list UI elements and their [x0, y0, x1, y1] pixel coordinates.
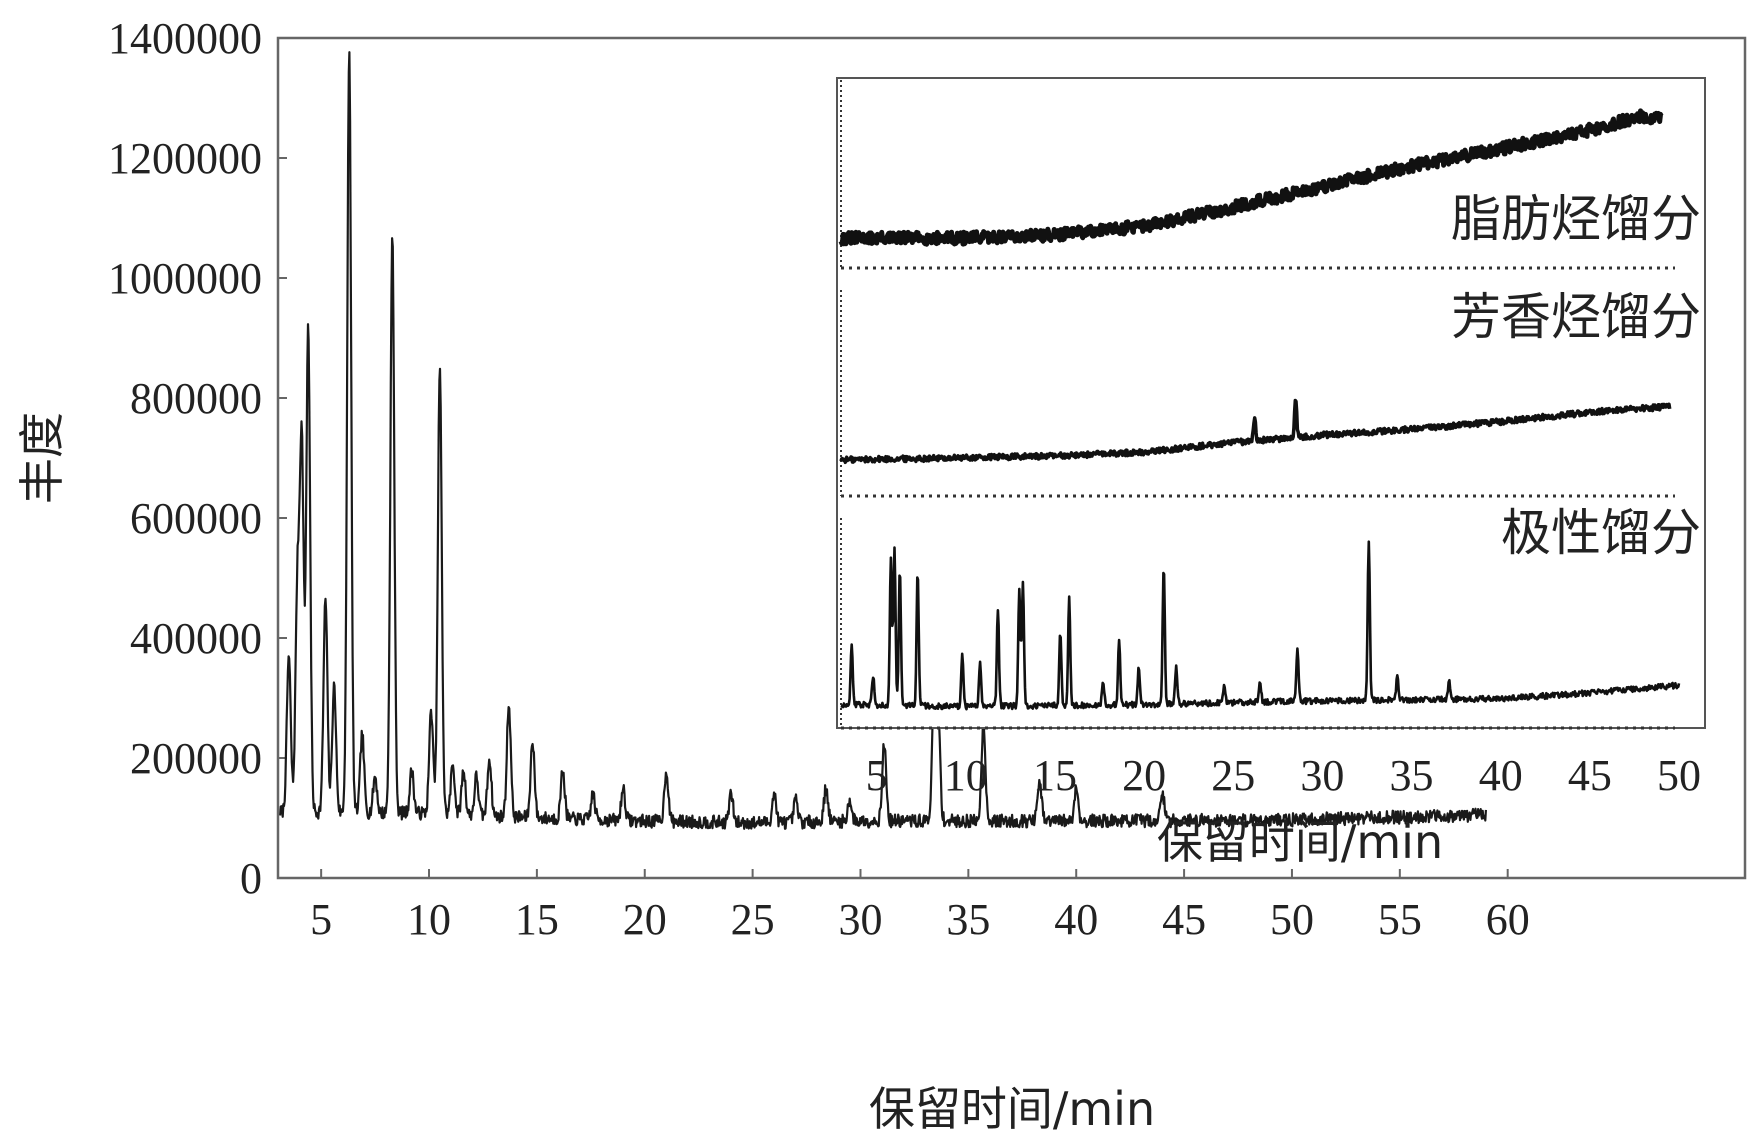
y-tick-label: 600000	[130, 494, 262, 543]
fraction-polar-label: 极性馏分	[1501, 504, 1701, 562]
fraction-aromatic-panel: 芳香烃馏分	[839, 288, 1701, 498]
inset-x-tick-label: 10	[944, 751, 988, 800]
x-tick-label: 20	[623, 895, 667, 944]
x-tick-label: 35	[946, 895, 990, 944]
y-tick-label: 1400000	[108, 14, 262, 63]
main-plot-frame	[276, 36, 1747, 880]
inset-x-tick-label: 25	[1211, 751, 1255, 800]
inset-x-tick-label: 35	[1390, 751, 1434, 800]
x-tick-label: 50	[1270, 895, 1314, 944]
y-axis-title: 丰度	[15, 412, 69, 504]
x-tick-label: 30	[838, 895, 882, 944]
x-axis-title: 保留时间/min	[869, 1082, 1155, 1136]
inset-frame	[836, 77, 1706, 729]
x-tick-label: 15	[515, 895, 559, 944]
x-tick-label: 45	[1162, 895, 1206, 944]
x-tick-label: 10	[407, 895, 451, 944]
fraction-aromatic-label: 芳香烃馏分	[1451, 288, 1701, 346]
y-tick-label: 1000000	[108, 254, 262, 303]
inset-x-tick-label: 5	[866, 751, 888, 800]
x-tick-label: 5	[310, 895, 332, 944]
y-tick-label: 800000	[130, 374, 262, 423]
inset-x-tick-label: 50	[1657, 751, 1701, 800]
main-chart: 0 200000 400000 600000 800000 1000000 1200000 1…	[15, 14, 1747, 1136]
x-tick-label: 25	[731, 895, 775, 944]
inset-x-axis-title: 保留时间/min	[1157, 815, 1443, 869]
fraction-aliphatic-trace	[838, 108, 1664, 247]
main-chromatogram-line	[279, 51, 1487, 830]
inset-x-tick-label: 15	[1033, 751, 1077, 800]
y-tick-label: 1200000	[108, 134, 262, 183]
fraction-aromatic-trace	[839, 398, 1672, 465]
fraction-polar-panel: 极性馏分	[840, 504, 1701, 730]
y-tick-label: 400000	[130, 614, 262, 663]
fraction-polar-trace	[840, 540, 1681, 711]
inset-x-tick-label: 40	[1479, 751, 1523, 800]
fraction-aliphatic-panel: 脂肪烃馏分	[838, 80, 1701, 270]
fraction-aliphatic-label: 脂肪烃馏分	[1451, 190, 1701, 248]
x-tick-label: 55	[1378, 895, 1422, 944]
x-tick-label: 40	[1054, 895, 1098, 944]
y-tick-label: 200000	[130, 734, 262, 783]
inset-x-tick-label: 30	[1300, 751, 1344, 800]
inset-x-tick-label: 45	[1568, 751, 1612, 800]
inset-x-tick-label: 20	[1122, 751, 1166, 800]
y-tick-label: 0	[240, 854, 262, 903]
x-tick-label: 60	[1486, 895, 1530, 944]
